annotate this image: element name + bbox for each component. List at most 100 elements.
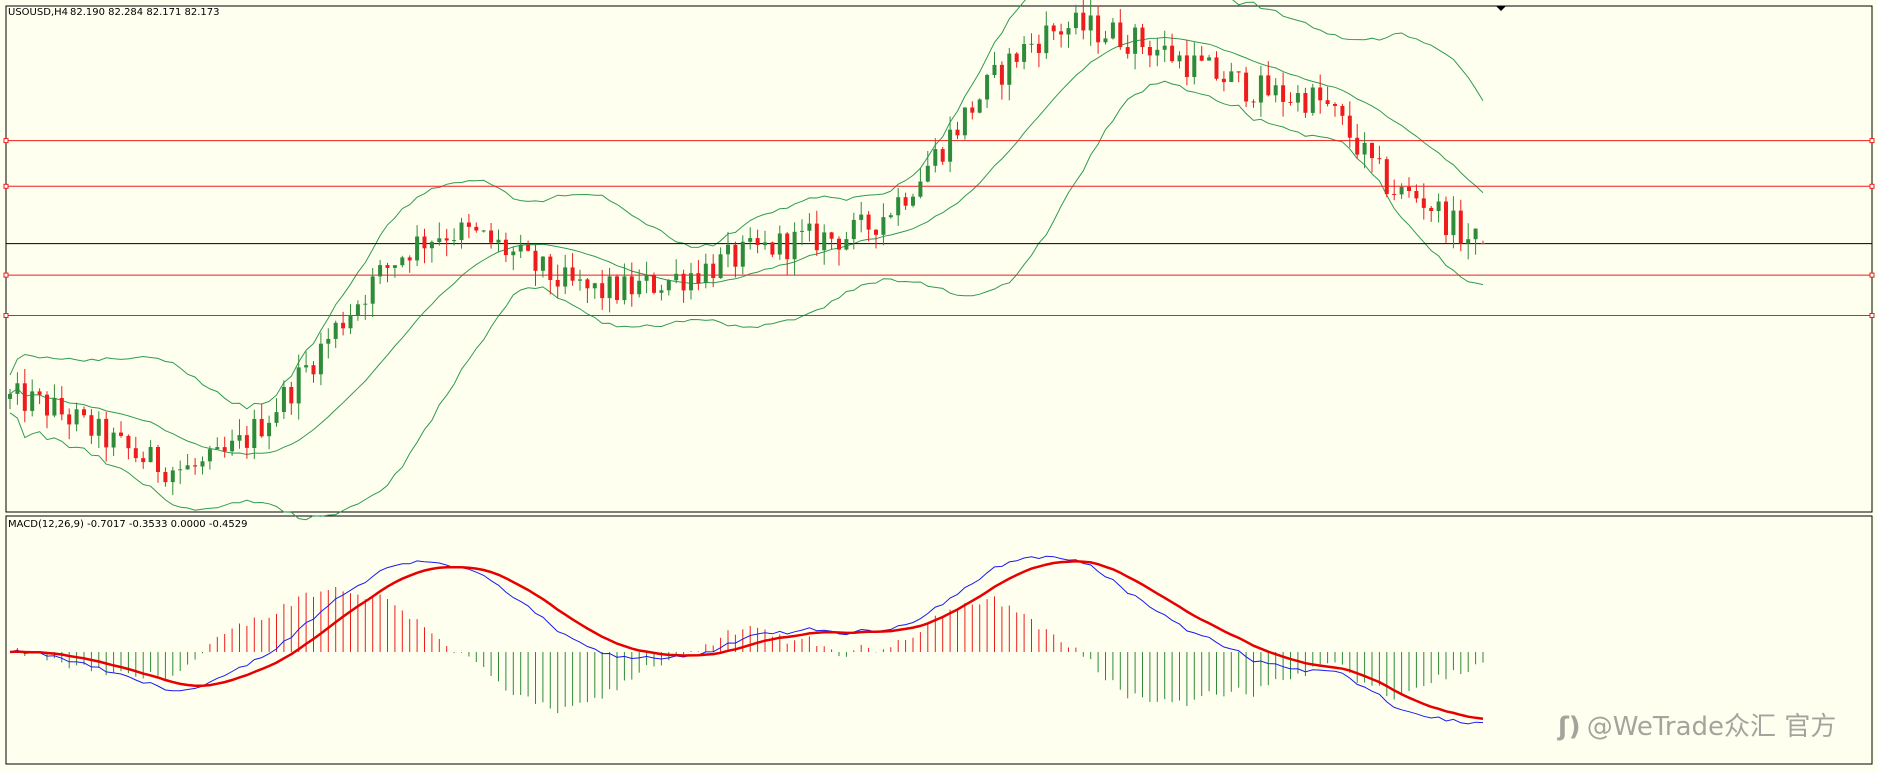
- level-handle-right: [1869, 183, 1875, 189]
- candle-body: [281, 387, 286, 412]
- candle-body: [400, 257, 405, 266]
- candle-body: [874, 229, 878, 235]
- candle-body: [89, 415, 94, 436]
- candle-body: [1429, 207, 1434, 211]
- candle-body: [1392, 194, 1397, 195]
- candle-body: [1140, 27, 1145, 48]
- candle-body: [1229, 71, 1234, 82]
- candle-body: [104, 418, 109, 448]
- candle-body: [407, 257, 412, 261]
- candle-body: [629, 276, 634, 295]
- candle-body: [837, 238, 841, 250]
- candle-body: [1325, 100, 1330, 104]
- candle-body: [1244, 72, 1249, 102]
- candle-body: [1014, 53, 1019, 62]
- candle-body: [1184, 55, 1189, 77]
- candle-body: [111, 432, 116, 448]
- candle-body: [52, 398, 57, 416]
- candle-body: [888, 215, 893, 218]
- candle-body: [311, 365, 316, 375]
- candle-body: [1355, 137, 1360, 155]
- candle-body: [341, 322, 346, 329]
- candle-body: [96, 418, 101, 436]
- candle-body: [578, 279, 582, 281]
- candle-body: [156, 447, 160, 472]
- candle-body: [1059, 31, 1064, 35]
- candle-body: [126, 435, 131, 449]
- candle-body: [422, 236, 427, 249]
- candle-body: [1318, 87, 1323, 101]
- candle-body: [807, 223, 812, 231]
- level-handle-left: [3, 272, 9, 278]
- level-handle-right: [1869, 313, 1875, 318]
- candle-body: [15, 383, 20, 394]
- candle-body: [8, 393, 12, 399]
- candle-body: [1281, 85, 1286, 102]
- symbol-label: USOUSD,H4: [8, 7, 68, 18]
- candle-body: [925, 165, 930, 182]
- candle-body: [37, 391, 42, 395]
- macd-lines: [9, 555, 1484, 725]
- candle-body: [230, 440, 235, 452]
- candle-body: [1155, 49, 1160, 56]
- candle-body: [244, 435, 249, 448]
- candle-body: [1044, 25, 1049, 54]
- candle-body: [444, 238, 449, 241]
- macd-histogram: [16, 587, 1484, 714]
- candle-body: [348, 315, 353, 329]
- candle-body: [489, 230, 494, 243]
- candle-body: [1051, 25, 1056, 32]
- candle-body: [304, 365, 309, 368]
- candle-body: [296, 367, 301, 404]
- candle-body: [1414, 191, 1419, 199]
- level-handle-left: [3, 183, 9, 189]
- main-panel-frame: [5, 5, 1873, 513]
- candle-body: [222, 447, 227, 452]
- candle-body: [703, 263, 708, 284]
- bollinger-lower-line: [9, 80, 1484, 521]
- candle-body: [563, 267, 568, 287]
- candle-body: [999, 64, 1004, 85]
- level-handle-left: [3, 138, 9, 144]
- candle-body: [718, 254, 723, 279]
- candle-body: [267, 422, 272, 437]
- candle-body: [911, 196, 915, 206]
- candle-body: [1421, 198, 1426, 208]
- candle-body: [141, 458, 146, 463]
- candle-body: [570, 267, 575, 281]
- candle-body: [592, 283, 597, 289]
- level-handle-right: [1869, 272, 1875, 278]
- candle-body: [1199, 55, 1204, 61]
- candle-body: [1125, 47, 1130, 54]
- candle-body: [711, 263, 716, 278]
- candle-body: [740, 241, 745, 267]
- candle-body: [326, 338, 331, 344]
- candle-body: [1170, 45, 1175, 62]
- candle-body: [607, 276, 612, 299]
- candle-body: [1451, 210, 1456, 236]
- candle-body: [814, 223, 819, 251]
- candle-body: [148, 447, 153, 463]
- candle-body: [948, 129, 953, 162]
- candle-body: [370, 276, 375, 304]
- candle-body: [977, 99, 982, 113]
- candle-body: [466, 222, 471, 227]
- candle-body: [1481, 243, 1485, 245]
- panel-frames: [5, 5, 1873, 765]
- candle-body: [378, 265, 383, 277]
- candle-body: [533, 250, 538, 271]
- candle-body: [1436, 201, 1441, 211]
- candle-body: [1133, 27, 1138, 54]
- candle-body: [1007, 53, 1012, 85]
- candle-body: [962, 107, 967, 136]
- candle-body: [1088, 15, 1093, 31]
- candle-body: [637, 280, 642, 295]
- candle-body: [1103, 38, 1108, 43]
- candle-body: [82, 409, 86, 416]
- candle-body: [970, 107, 975, 113]
- candle-body: [666, 280, 671, 291]
- candle-body: [555, 280, 560, 287]
- candle-body: [1466, 239, 1471, 244]
- candle-body: [1295, 93, 1300, 103]
